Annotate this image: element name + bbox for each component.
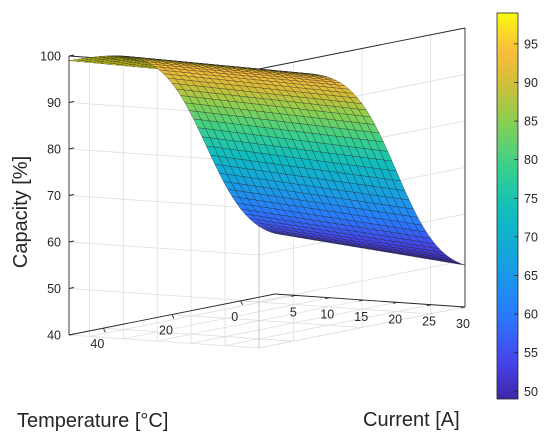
x-axis-label: Current [A] bbox=[363, 409, 460, 431]
colorbar-tick-label: 70 bbox=[524, 230, 538, 244]
x-tick bbox=[291, 294, 296, 297]
y-tick bbox=[171, 314, 175, 319]
colorbar-gradient bbox=[496, 12, 519, 400]
x-tick-label: 10 bbox=[320, 308, 334, 322]
x-tick-label: 5 bbox=[290, 305, 297, 319]
x-tick-label: 15 bbox=[354, 310, 368, 324]
surface-layer bbox=[68, 55, 466, 266]
y-tick-label: 0 bbox=[231, 310, 238, 324]
colorbar-tick-label: 90 bbox=[524, 76, 538, 90]
sidewall-grid-z bbox=[258, 260, 466, 302]
z-tick bbox=[68, 240, 75, 243]
x-tick bbox=[426, 304, 432, 307]
colorbar-tick-label: 95 bbox=[524, 37, 538, 51]
colorbar-tick-label: 80 bbox=[524, 153, 538, 167]
backwall-grid-z bbox=[68, 334, 260, 349]
z-tick bbox=[68, 194, 75, 196]
z-tick bbox=[68, 287, 75, 289]
z-tick bbox=[68, 101, 75, 103]
colorbar-tick-label: 50 bbox=[524, 385, 538, 399]
colorbar: 50 55 60 65 70 75 80 85 90 95 bbox=[496, 12, 538, 400]
backwall-grid-z bbox=[68, 241, 260, 256]
x-tick bbox=[393, 301, 398, 304]
y-tick bbox=[240, 300, 244, 306]
z-tick-label: 60 bbox=[47, 236, 61, 250]
backwall-grid-z bbox=[68, 288, 260, 302]
floor-grid-y bbox=[103, 327, 294, 342]
z-tick-label: 40 bbox=[47, 329, 61, 343]
colorbar-tick-label: 65 bbox=[524, 269, 538, 283]
z-tick-label: 100 bbox=[40, 50, 61, 64]
x-tick-label: 20 bbox=[388, 312, 402, 326]
y-tick-label: 40 bbox=[90, 337, 104, 351]
z-tick bbox=[68, 54, 75, 57]
colorbar-ticks: 50 55 60 65 70 75 80 85 90 95 bbox=[514, 37, 538, 399]
z-tick-label: 90 bbox=[47, 96, 61, 110]
colorbar-tick-label: 75 bbox=[524, 192, 538, 206]
z-tick bbox=[68, 147, 75, 150]
z-tick bbox=[68, 333, 75, 336]
z-tick-label: 70 bbox=[47, 189, 61, 203]
floor-grid-y bbox=[171, 314, 363, 328]
y-tick bbox=[102, 327, 106, 333]
x-tick bbox=[359, 299, 364, 302]
x-axis-line bbox=[274, 293, 466, 308]
colorbar-tick-label: 85 bbox=[524, 115, 538, 129]
z-tick-label: 50 bbox=[47, 282, 61, 296]
backwall-grid-z bbox=[68, 195, 260, 209]
x-tick-label: 30 bbox=[456, 317, 470, 331]
colorbar-tick-label: 55 bbox=[524, 346, 538, 360]
z-axis-label: Capacity [%] bbox=[10, 156, 32, 268]
colorbar-tick-label: 60 bbox=[524, 308, 538, 322]
y-tick-label: 20 bbox=[159, 324, 173, 338]
sidewall-grid-z bbox=[258, 306, 466, 349]
tick-layer: 40 50 60 70 80 90 100 5 10 15 20 25 30 0 20 40 bbox=[40, 50, 470, 352]
x-tick bbox=[325, 297, 330, 300]
y-axis-label: Temperature [°C] bbox=[17, 410, 168, 432]
x-tick bbox=[460, 306, 466, 309]
surface-patch bbox=[452, 262, 466, 266]
floor-grid-y bbox=[240, 300, 431, 315]
x-tick-label: 25 bbox=[422, 315, 436, 329]
z-tick-label: 80 bbox=[47, 143, 61, 157]
